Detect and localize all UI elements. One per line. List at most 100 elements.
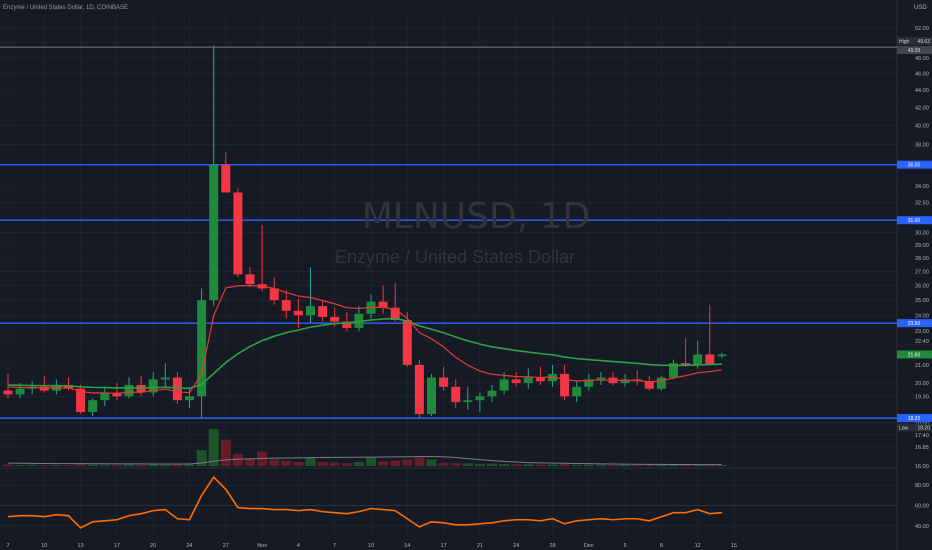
time-tick-label: 7 bbox=[6, 543, 9, 549]
volume-bar bbox=[499, 464, 510, 466]
volume-bar bbox=[27, 464, 38, 466]
volume-bar bbox=[293, 462, 304, 466]
price-tick-label: 16.85 bbox=[915, 445, 929, 451]
horizontal-levels[interactable] bbox=[0, 46, 897, 419]
candle-body bbox=[64, 384, 73, 389]
volume-bar bbox=[571, 464, 582, 466]
volume-bar bbox=[3, 464, 13, 466]
volume-bar bbox=[63, 464, 74, 466]
candle-body bbox=[620, 379, 630, 384]
volume-bars bbox=[3, 429, 727, 466]
ema-fast-line bbox=[7, 284, 722, 395]
candle-body bbox=[523, 377, 533, 384]
volume-bar bbox=[511, 464, 522, 466]
volume-bar bbox=[668, 464, 679, 466]
oscillator-line bbox=[7, 475, 722, 529]
watermark-name: Enzyme / United States Dollar bbox=[335, 247, 575, 267]
time-tick-label: 21 bbox=[477, 543, 483, 549]
time-tick-label: 20 bbox=[150, 543, 156, 549]
volume-bar bbox=[341, 463, 352, 466]
price-tick-label: 29.00 bbox=[915, 243, 929, 249]
time-tick-label: 4 bbox=[297, 543, 300, 549]
moving-averages bbox=[7, 284, 722, 395]
low-badge-label: Low bbox=[899, 425, 909, 431]
volume-bar bbox=[232, 454, 243, 466]
candle-body bbox=[669, 363, 678, 378]
candle-body bbox=[644, 381, 654, 389]
candle-body bbox=[293, 310, 303, 316]
candle-body bbox=[100, 392, 110, 401]
volume-bar bbox=[245, 458, 255, 466]
price-tick-label: 44.00 bbox=[915, 88, 929, 94]
time-tick-label: 17 bbox=[114, 543, 120, 549]
near-high-badge-value: 49.39 bbox=[908, 48, 921, 54]
volume-bar bbox=[99, 464, 110, 466]
volume-bar bbox=[680, 464, 691, 466]
volume-bar bbox=[51, 465, 62, 466]
candle-body bbox=[535, 377, 545, 382]
time-tick-label: 10 bbox=[41, 543, 47, 549]
candle-body bbox=[487, 390, 497, 397]
level-36-badge-value: 36.00 bbox=[908, 163, 921, 169]
volume-bar bbox=[632, 464, 643, 466]
volume-bar bbox=[136, 464, 147, 466]
volume-bar bbox=[450, 463, 461, 466]
candle-body bbox=[209, 164, 219, 301]
price-tick-label: 52.00 bbox=[915, 26, 929, 32]
time-tick-label: 5 bbox=[624, 543, 627, 549]
price-tick-label: 42.00 bbox=[915, 105, 929, 111]
candle-body bbox=[463, 400, 473, 403]
price-badges: High 49.63 49.39 36.00 31.00 23.50 21.60 18.20 L… bbox=[897, 37, 932, 432]
volume-bar bbox=[317, 462, 328, 466]
price-axis[interactable]: 52.0050.0048.0046.0044.0042.0040.0038.00… bbox=[915, 26, 929, 470]
candle-body bbox=[705, 354, 715, 365]
price-tick-label: 32.50 bbox=[915, 201, 929, 207]
volume-bar bbox=[329, 462, 340, 466]
candle-body bbox=[124, 384, 134, 397]
candle-body bbox=[390, 307, 400, 321]
osc-tick-label: 40.00 bbox=[915, 524, 929, 530]
candle-body bbox=[76, 388, 86, 413]
candle-body bbox=[197, 300, 207, 397]
ema-slow-line bbox=[7, 317, 722, 390]
candle-body bbox=[172, 377, 182, 401]
time-tick-label: 8 bbox=[660, 543, 663, 549]
volume-bar bbox=[523, 464, 534, 466]
volume-bar bbox=[390, 460, 401, 466]
time-axis[interactable]: 7 10 13 17 20 24 27 Nov 4 7 10 14 17 21 24 28 Dec 5 8 12 15 bbox=[6, 543, 737, 549]
volume-average-line bbox=[7, 456, 722, 466]
volume-bar bbox=[15, 464, 26, 466]
candle-body bbox=[596, 377, 606, 380]
price-tick-label: 19.30 bbox=[915, 394, 929, 400]
volume-bar bbox=[583, 464, 594, 466]
volume-bar bbox=[402, 459, 413, 466]
time-tick-label: Dec bbox=[584, 543, 594, 549]
volume-bar bbox=[378, 461, 389, 466]
candle-body bbox=[656, 377, 666, 389]
candle-body bbox=[245, 274, 255, 285]
symbol-header[interactable]: Enzyme / United States Dollar, 1D, COINB… bbox=[3, 5, 128, 11]
candle-body bbox=[342, 321, 352, 328]
candle-body bbox=[15, 388, 25, 395]
volume-bar bbox=[656, 464, 667, 466]
level-36-badge-bg bbox=[897, 160, 932, 169]
time-tick-label: 17 bbox=[441, 543, 447, 549]
price-tick-label: 28.00 bbox=[915, 256, 929, 262]
candle-body bbox=[318, 306, 328, 317]
price-tick-label: 27.00 bbox=[915, 270, 929, 276]
candle-body bbox=[330, 316, 340, 322]
volume-bar bbox=[414, 457, 425, 466]
time-tick-label: Nov bbox=[257, 543, 267, 549]
volume-bar bbox=[87, 464, 98, 466]
volume-bar bbox=[172, 464, 183, 466]
candle-body bbox=[451, 386, 461, 403]
candle-body bbox=[693, 354, 703, 365]
volume-bar bbox=[281, 460, 292, 466]
candle-body bbox=[185, 396, 194, 401]
oscillator-axis: 80.00 60.00 40.00 bbox=[915, 483, 929, 530]
time-tick-label: 10 bbox=[368, 543, 374, 549]
high-badge-bg bbox=[897, 37, 932, 46]
candle-body bbox=[402, 320, 412, 365]
last-price-badge-bg bbox=[897, 350, 932, 359]
